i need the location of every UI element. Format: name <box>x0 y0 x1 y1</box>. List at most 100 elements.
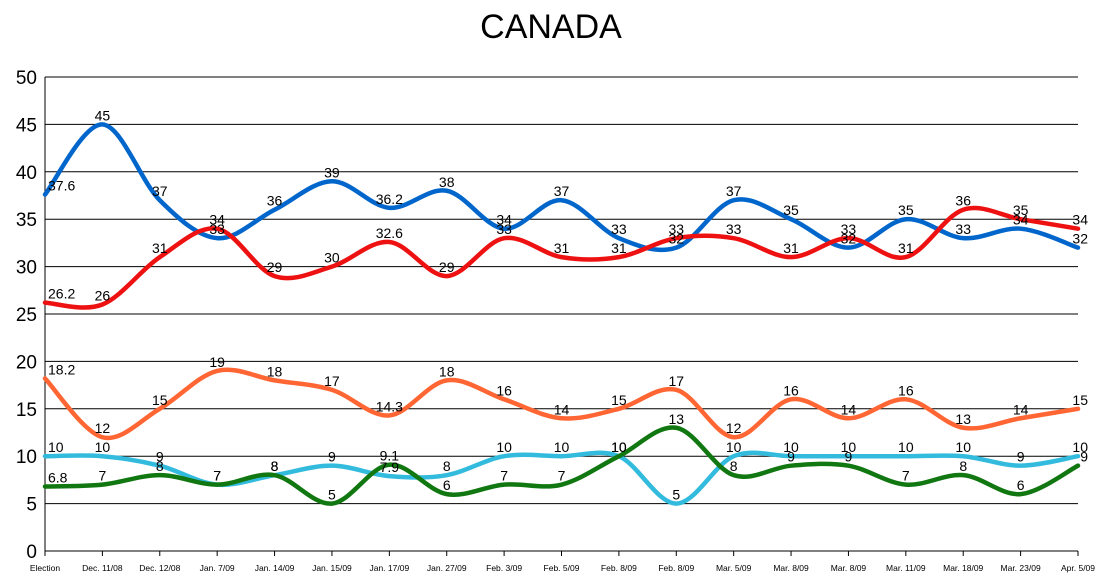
data-label: 32 <box>1072 231 1088 247</box>
data-label: 18.2 <box>48 361 75 377</box>
data-label: 9 <box>156 449 164 465</box>
data-label: 37.6 <box>48 178 75 194</box>
chart-title: CANADA <box>480 8 622 46</box>
data-label: 35 <box>783 202 799 218</box>
data-label: 9.1 <box>380 448 400 464</box>
data-label: 29 <box>439 259 455 275</box>
data-label: 32 <box>668 231 684 247</box>
data-label: 14 <box>554 401 570 417</box>
x-tick-label: Jan. 7/09 <box>200 563 235 573</box>
data-label: 6 <box>443 477 451 493</box>
data-label: 34 <box>1072 212 1088 228</box>
data-label: 9 <box>787 449 795 465</box>
x-tick-label: Feb. 3/09 <box>486 563 522 573</box>
data-label: 36 <box>955 193 971 209</box>
data-label: 9 <box>328 449 336 465</box>
data-label: 7 <box>558 468 566 484</box>
y-tick-label: 20 <box>16 352 37 373</box>
data-label: 35 <box>1013 202 1029 218</box>
data-label: 8 <box>959 458 967 474</box>
data-label: 5 <box>672 487 680 503</box>
x-tick-label: Mar. 18/09 <box>943 563 983 573</box>
data-label: 15 <box>152 392 168 408</box>
data-label: 10 <box>955 439 971 455</box>
data-label: 8 <box>730 458 738 474</box>
data-label: 6.8 <box>48 470 68 486</box>
data-label: 45 <box>95 107 111 123</box>
y-tick-label: 45 <box>16 115 37 136</box>
data-label: 9 <box>1080 449 1088 465</box>
data-label: 34 <box>1013 212 1029 228</box>
data-label: 7 <box>902 468 910 484</box>
y-tick-label: 15 <box>16 400 37 421</box>
x-tick-label: Feb. 5/09 <box>544 563 580 573</box>
data-label: 33 <box>209 221 225 237</box>
data-label: 10 <box>48 439 64 455</box>
x-tick-label: Dec. 12/08 <box>139 563 180 573</box>
data-label: 14 <box>841 401 857 417</box>
data-label: 14.3 <box>376 398 403 414</box>
y-tick-label: 40 <box>16 163 37 184</box>
data-label: 30 <box>324 250 340 266</box>
data-label: 10 <box>841 439 857 455</box>
y-tick-label: 35 <box>16 210 37 231</box>
data-label: 7 <box>213 468 221 484</box>
x-tick-label: Feb. 8/09 <box>658 563 694 573</box>
data-label: 15 <box>611 392 627 408</box>
data-label: 26 <box>95 288 111 304</box>
data-label: 33 <box>841 221 857 237</box>
data-label: 8 <box>271 458 279 474</box>
x-tick-label: Mar. 11/09 <box>886 563 926 573</box>
data-label: 35 <box>898 202 914 218</box>
x-tick-label: Apr. 5/09 <box>1061 563 1095 573</box>
data-label: 17 <box>324 373 340 389</box>
x-tick-label: Jan. 27/09 <box>427 563 467 573</box>
data-label: 36 <box>267 193 283 209</box>
data-label: 7.9 <box>380 459 400 475</box>
x-tick-label: Election <box>30 563 61 573</box>
data-label: 33 <box>611 221 627 237</box>
data-label: 34 <box>209 212 225 228</box>
x-tick-label: Jan. 14/09 <box>255 563 295 573</box>
x-tick-label: Dec. 11/08 <box>82 563 123 573</box>
data-label: 33 <box>726 221 742 237</box>
x-tick-label: Mar. 5/09 <box>716 563 752 573</box>
x-tick-label: Jan. 17/09 <box>369 563 409 573</box>
data-label: 18 <box>267 363 283 379</box>
data-label: 7 <box>500 468 508 484</box>
y-tick-label: 30 <box>16 258 37 279</box>
data-label: 8 <box>156 458 164 474</box>
data-label: 13 <box>668 411 684 427</box>
data-label: 10 <box>95 439 111 455</box>
data-label: 8 <box>443 458 451 474</box>
data-label: 38 <box>439 174 455 190</box>
series-line <box>42 425 1081 506</box>
data-label: 31 <box>554 240 570 256</box>
data-label: 37 <box>152 183 168 199</box>
data-label: 33 <box>668 221 684 237</box>
data-label: 10 <box>611 439 627 455</box>
data-label: 18 <box>439 363 455 379</box>
data-label: 26.2 <box>48 286 75 302</box>
data-label: 12 <box>726 420 742 436</box>
data-label: 37 <box>554 183 570 199</box>
data-label: 29 <box>267 259 283 275</box>
data-label: 12 <box>95 420 111 436</box>
data-label: 16 <box>898 382 914 398</box>
y-tick-label: 10 <box>16 447 37 468</box>
data-label: 31 <box>611 240 627 256</box>
data-label: 9 <box>1017 449 1025 465</box>
x-tick-label: Mar. 8/09 <box>773 563 809 573</box>
data-label: 31 <box>898 240 914 256</box>
data-label: 13 <box>955 411 971 427</box>
data-label: 8 <box>271 458 279 474</box>
y-tick-label: 0 <box>26 542 37 563</box>
data-label: 37 <box>726 183 742 199</box>
data-label: 9 <box>845 449 853 465</box>
data-label: 31 <box>152 240 168 256</box>
y-tick-label: 50 <box>16 68 37 89</box>
data-label: 17 <box>668 373 684 389</box>
data-label: 15 <box>1072 392 1088 408</box>
data-label: 16 <box>783 382 799 398</box>
